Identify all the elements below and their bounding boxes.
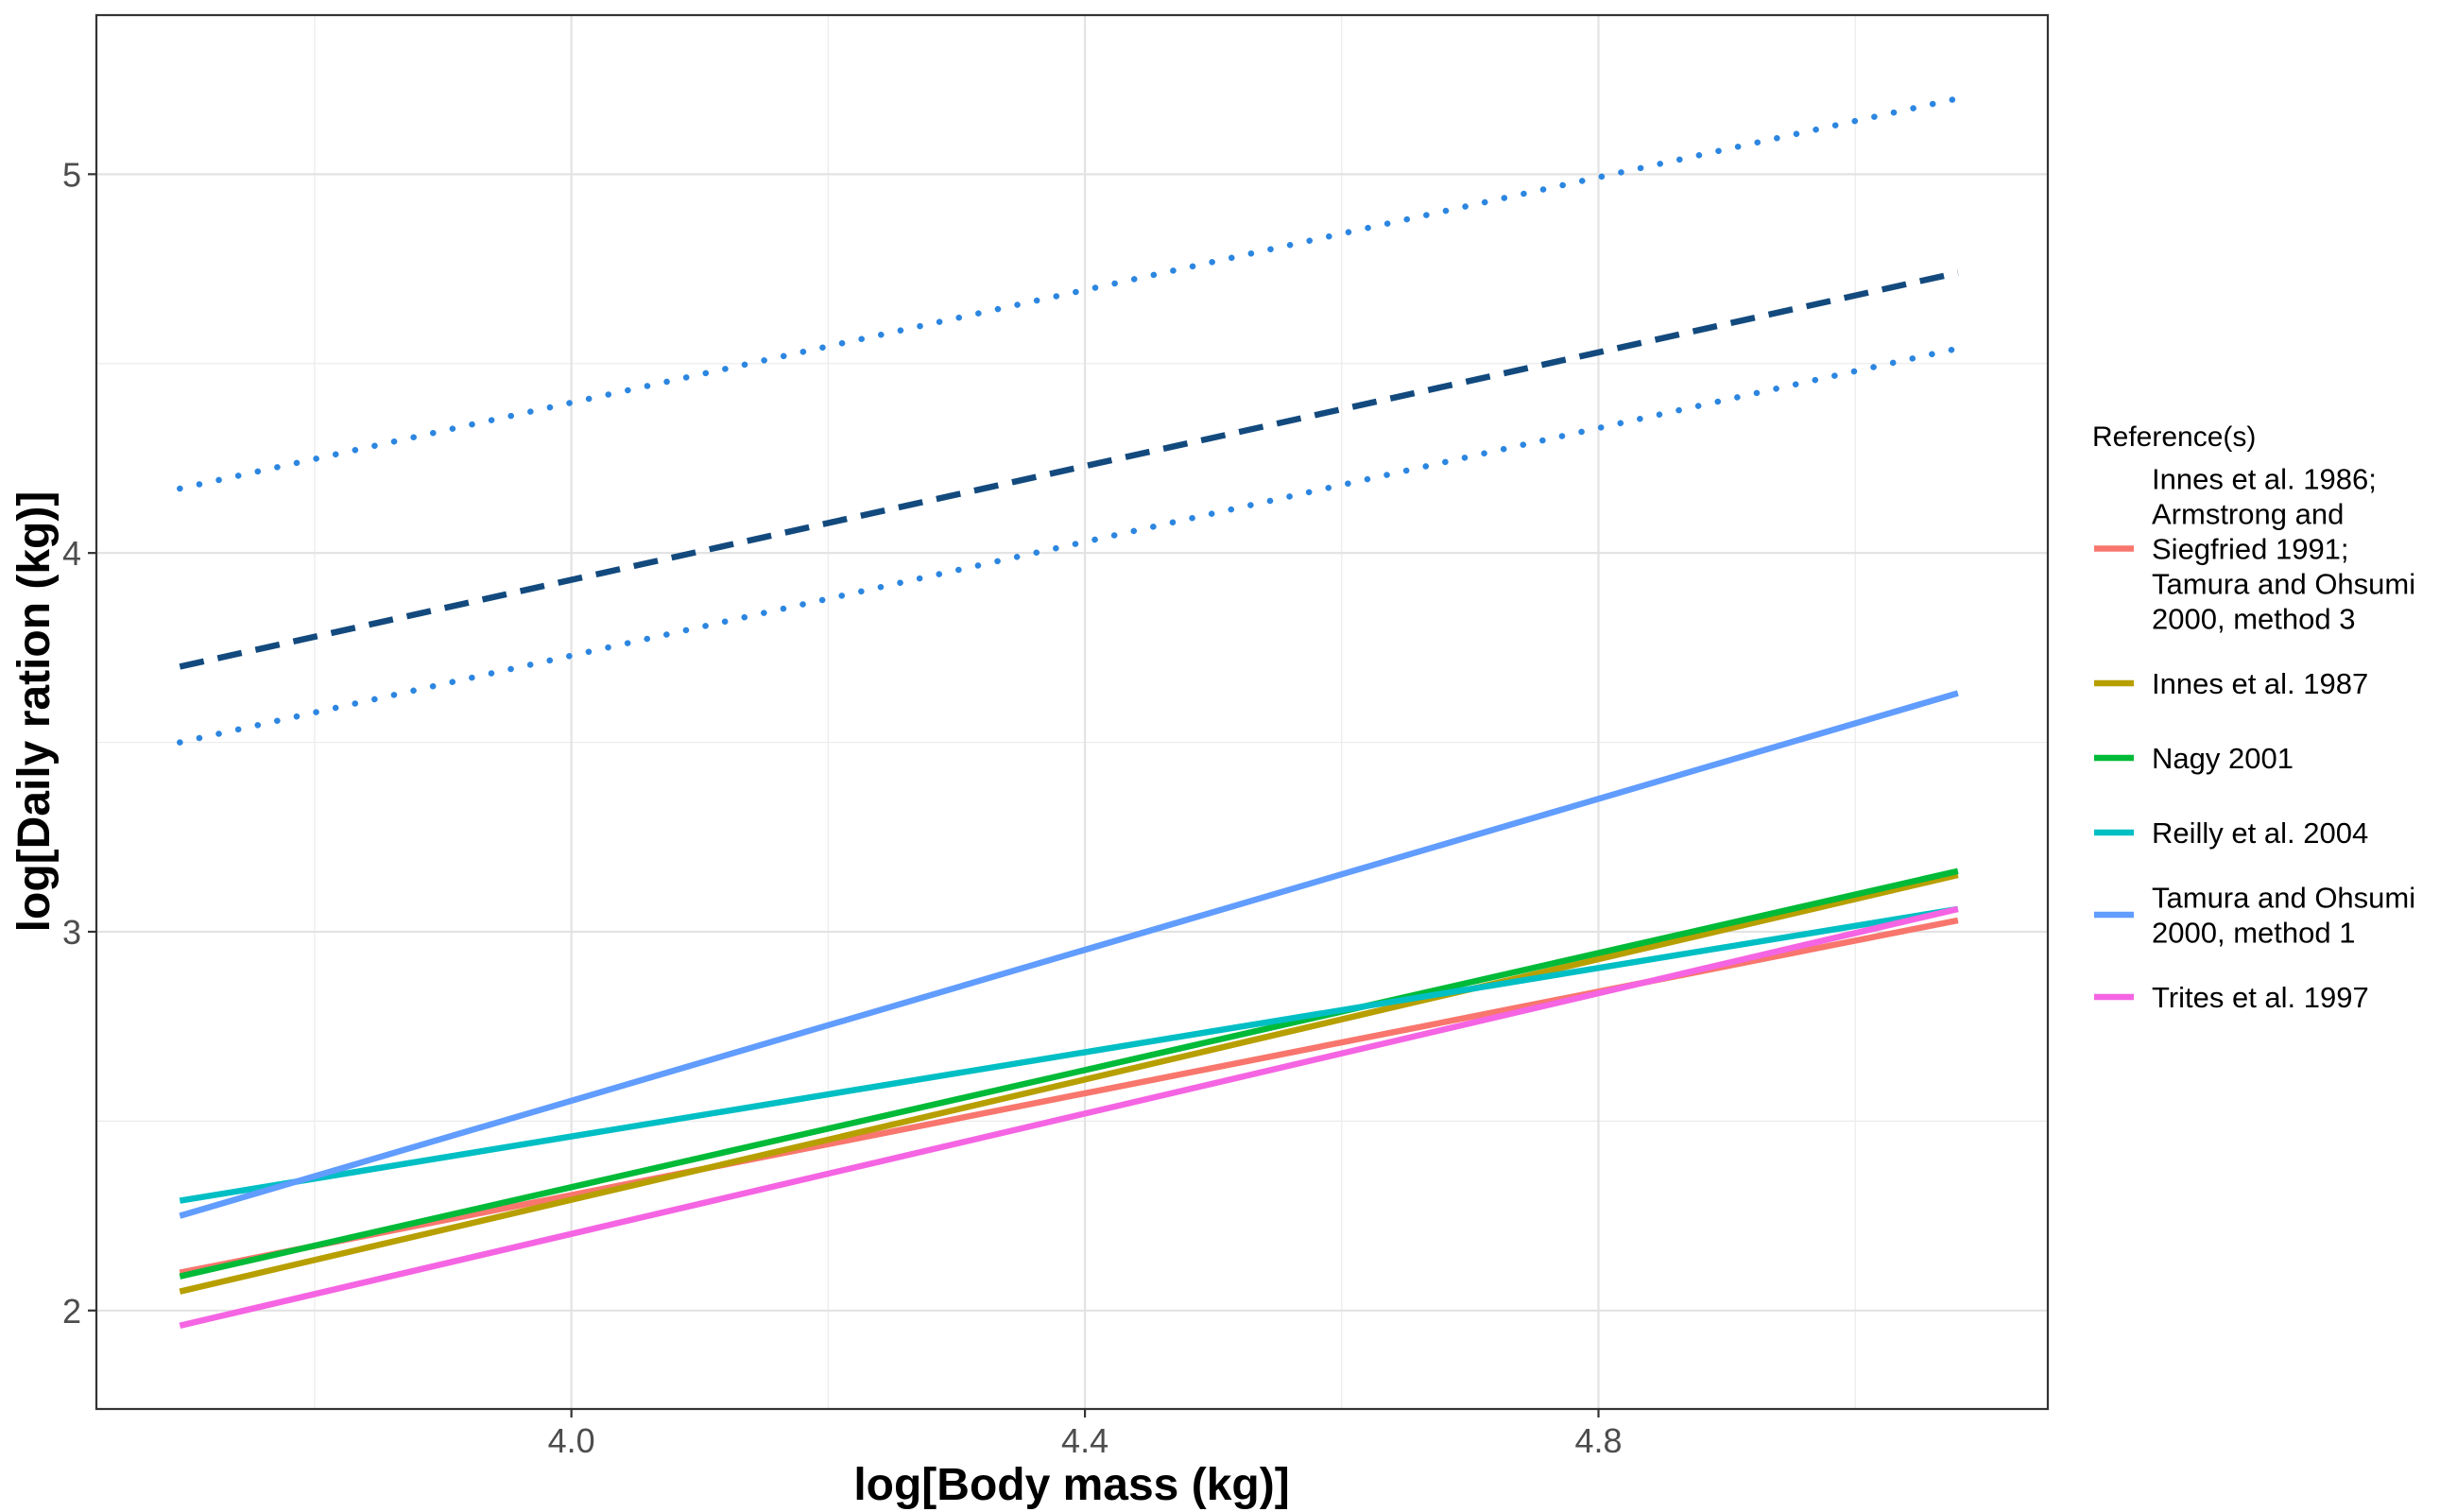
legend-title: Reference(s): [2092, 421, 2256, 453]
y-axis-title: log[Daily ration (kg)]: [9, 491, 60, 933]
legend-label-3: Reilly et al. 2004: [2152, 816, 2368, 850]
legend: Reference(s) Innes et al. 1986; Armstrong…: [2092, 421, 2415, 1014]
legend-label-0-line-0: Innes et al. 1986;: [2152, 463, 2377, 496]
legend-label-5: Trites et al. 1997: [2152, 981, 2369, 1014]
legend-label-4: Tamura and Ohsumi 2000, method 1: [2152, 882, 2415, 950]
minor-gridlines: [96, 15, 2048, 1409]
y-tick-label-1: 3: [62, 913, 81, 952]
plot-panel-border: [94, 13, 2050, 1411]
y-tick-label-0: 2: [62, 1292, 81, 1331]
legend-label-0-line-2: Siegfried 1991;: [2152, 533, 2349, 566]
x-axis-title: log[Body mass (kg)]: [853, 1460, 1289, 1510]
series-line-1: [179, 871, 1959, 1295]
series-line-2: [179, 868, 1959, 1280]
legend-label-4-line-1: 2000, method 1: [2152, 917, 2355, 950]
series-line-5: [179, 905, 1959, 1329]
x-tick-label-2: 4.8: [1574, 1421, 1622, 1460]
legend-items: Innes et al. 1986; Armstrong and Siegfried…: [2094, 463, 2415, 1014]
y-tick-label-3: 5: [62, 155, 81, 194]
legend-label-5-line-0: Trites et al. 1997: [2152, 981, 2369, 1014]
legend-label-3-line-0: Reilly et al. 2004: [2152, 816, 2368, 850]
y-axis-ticks: 2 3 4 5: [62, 155, 96, 1331]
dotted-reference-line-2: [177, 345, 1962, 746]
y-tick-label-2: 4: [62, 534, 81, 573]
x-axis-ticks: 4.0 4.4 4.8: [548, 1409, 1623, 1460]
dotted-reference-line-1: [177, 94, 1962, 492]
reference-lines: [177, 94, 1962, 746]
dashed-reference-line-0: [179, 269, 1959, 670]
legend-label-1-line-0: Innes et al. 1987: [2152, 667, 2368, 700]
series-line-4: [179, 690, 1959, 1219]
legend-label-2-line-0: Nagy 2001: [2152, 742, 2294, 775]
legend-label-4-line-0: Tamura and Ohsumi: [2152, 882, 2415, 915]
legend-label-1: Innes et al. 1987: [2152, 667, 2368, 700]
x-tick-label-1: 4.4: [1061, 1421, 1108, 1460]
x-tick-label-0: 4.0: [548, 1421, 595, 1460]
legend-label-0-line-3: Tamura and Ohsumi: [2152, 568, 2415, 601]
legend-label-0-line-1: Armstrong and: [2152, 498, 2344, 531]
series-lines: [179, 690, 1959, 1329]
legend-label-0: Innes et al. 1986; Armstrong and Siegfried…: [2152, 463, 2415, 636]
plot-panel: [96, 15, 2048, 1409]
series-line-3: [179, 905, 1959, 1204]
legend-label-2: Nagy 2001: [2152, 742, 2294, 775]
legend-label-0-line-4: 2000, method 3: [2152, 603, 2355, 636]
